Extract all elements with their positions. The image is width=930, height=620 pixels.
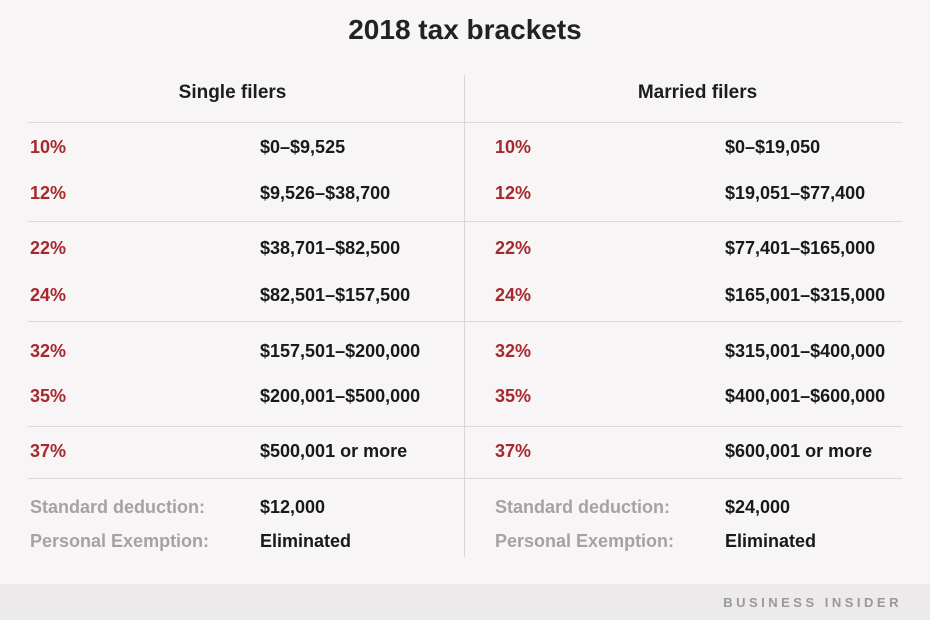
income-range: $400,001–$600,000 [725, 385, 886, 406]
summary-label: Standard deduction: [30, 496, 205, 517]
bracket-row: 37% $500,001 or more 37% $600,001 or mor… [0, 438, 930, 464]
tax-rate: 37% [495, 440, 532, 461]
business-insider-logo: BUSINESS INSIDER [723, 594, 902, 610]
column-headers: Single filers Married filers [0, 82, 930, 104]
tax-rate: 12% [30, 182, 67, 203]
income-range: $165,001–$315,000 [725, 284, 886, 305]
income-range: $77,401–$165,000 [725, 237, 876, 258]
tax-rate: 12% [495, 182, 532, 203]
income-range: $38,701–$82,500 [260, 237, 401, 258]
bracket-row: 22% $38,701–$82,500 22% $77,401–$165,000 [0, 235, 930, 261]
column-divider [464, 75, 465, 557]
bracket-row: 10% $0–$9,525 10% $0–$19,050 [0, 134, 930, 160]
income-range: $0–$19,050 [725, 136, 821, 157]
bracket-row: 32% $157,501–$200,000 32% $315,001–$400,… [0, 338, 930, 364]
summary-label: Personal Exemption: [495, 530, 675, 551]
group-divider [28, 321, 902, 322]
summary-row-personal-exemption: Personal Exemption: Eliminated Personal … [0, 528, 930, 554]
income-range: $157,501–$200,000 [260, 340, 421, 361]
tax-rate: 22% [495, 237, 532, 258]
tax-rate: 24% [30, 284, 67, 305]
income-range: $19,051–$77,400 [725, 182, 866, 203]
bracket-row: 35% $200,001–$500,000 35% $400,001–$600,… [0, 383, 930, 409]
group-divider [28, 426, 902, 427]
footer-bar: BUSINESS INSIDER [0, 584, 930, 620]
income-range: $500,001 or more [260, 440, 408, 461]
summary-value: $24,000 [725, 496, 791, 517]
income-range: $315,001–$400,000 [725, 340, 886, 361]
tax-rate: 35% [30, 385, 67, 406]
summary-label: Personal Exemption: [30, 530, 210, 551]
summary-value: Eliminated [260, 530, 352, 551]
summary-value: $12,000 [260, 496, 326, 517]
tax-rate: 32% [30, 340, 67, 361]
income-range: $600,001 or more [725, 440, 873, 461]
income-range: $82,501–$157,500 [260, 284, 411, 305]
summary-row-standard-deduction: Standard deduction: $12,000 Standard ded… [0, 494, 930, 520]
income-range: $200,001–$500,000 [260, 385, 421, 406]
tax-rate: 24% [495, 284, 532, 305]
summary-value: Eliminated [725, 530, 817, 551]
bracket-row: 12% $9,526–$38,700 12% $19,051–$77,400 [0, 180, 930, 206]
tax-rate: 10% [30, 136, 67, 157]
chart-title: 2018 tax brackets [348, 14, 582, 45]
tax-rate: 37% [30, 440, 67, 461]
bracket-row: 24% $82,501–$157,500 24% $165,001–$315,0… [0, 282, 930, 308]
income-range: $9,526–$38,700 [260, 182, 391, 203]
group-divider [28, 221, 902, 222]
tax-rate: 32% [495, 340, 532, 361]
tax-rate: 22% [30, 237, 67, 258]
group-divider [28, 478, 902, 479]
column-header-single: Single filers [178, 82, 287, 103]
tax-rate: 35% [495, 385, 532, 406]
summary-label: Standard deduction: [495, 496, 670, 517]
income-range: $0–$9,525 [260, 136, 346, 157]
header-divider [28, 122, 902, 123]
column-header-married: Married filers [637, 82, 758, 103]
tax-rate: 10% [495, 136, 532, 157]
